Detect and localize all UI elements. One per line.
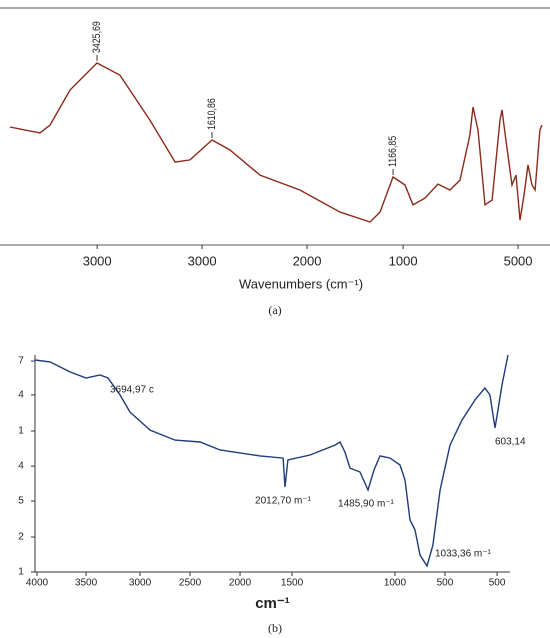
spectrum-line — [9, 62, 543, 223]
annotation: 3425,69 — [91, 21, 103, 53]
annotation: 2012,70 m⁻¹ — [255, 496, 312, 507]
x-tick-label: 3500 — [75, 578, 98, 589]
x-tick-label: 3000 — [129, 578, 152, 589]
caption: (b) — [268, 621, 282, 635]
x-tick-label: 1500 — [281, 578, 304, 589]
x-tick-label: 2000 — [293, 253, 322, 268]
x-tick-label: 1000 — [389, 253, 418, 268]
annotation: 1485,90 m⁻¹ — [338, 499, 395, 510]
y-tick-label: 7 — [18, 356, 24, 367]
y-tick-label: 5 — [18, 496, 24, 507]
x-tick-label: 2500 — [179, 578, 202, 589]
x-tick-label: 4000 — [26, 578, 49, 589]
y-tick-label: 2 — [18, 532, 24, 543]
x-tick-label: 3000 — [83, 253, 112, 268]
annotation: 1166,85 — [387, 135, 399, 167]
x-axis-title: Wavenumbers (cm⁻¹) — [239, 276, 363, 291]
y-tick-label: 1 — [18, 567, 24, 578]
y-tick-label: 4 — [18, 390, 24, 401]
annotation: 1033,36 m⁻¹ — [435, 549, 492, 560]
x-tick-label: 5000 — [504, 253, 533, 268]
annotation: 1610,86 — [206, 98, 218, 130]
annotation: 3694,97 c — [110, 385, 154, 396]
x-tick-label: 2000 — [229, 578, 252, 589]
caption: (a) — [268, 303, 281, 317]
y-tick-label: 1 — [18, 426, 24, 437]
x-tick-label: 1000 — [384, 578, 407, 589]
y-tick-label: 4 — [18, 461, 24, 472]
annotation: 603,14 — [495, 437, 526, 448]
x-tick-label: 500 — [437, 578, 454, 589]
spectrum-line — [34, 354, 509, 568]
x-tick-label: 3000 — [188, 253, 217, 268]
x-tick-label: 500 — [489, 578, 506, 589]
x-axis-title: cm⁻¹ — [255, 595, 290, 612]
